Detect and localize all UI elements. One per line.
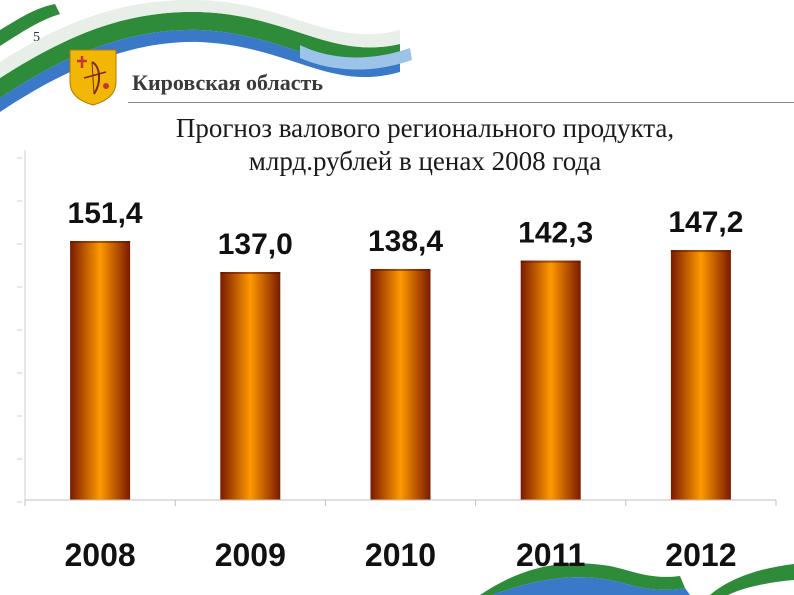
value-label-2012: 147,2 [668,206,743,239]
value-label-2011: 142,3 [518,217,593,250]
value-labels: 151,4 137,0 138,4 142,3 147,2 [68,197,744,261]
bar-top-edge [670,250,731,253]
bar-top-edge [370,268,431,271]
bar-top-edge [220,272,281,274]
header-divider [128,102,794,103]
x-tick-label-2011: 2011 [516,537,585,573]
flag-ribbon-icon [480,563,794,595]
bar-2011 [520,260,581,500]
y-axis [17,150,26,503]
x-tick-label-2008: 2008 [65,537,136,573]
slide-number: 5 [33,30,40,45]
bar-2008 [70,241,131,500]
bars [70,241,731,500]
title-line-1: Прогноз валового регионального продукта, [175,113,675,143]
bar-top-edge [520,260,581,263]
x-tick-label-2010: 2010 [365,537,436,573]
bar-2009 [220,272,281,500]
x-tick-label-2012: 2012 [665,537,736,573]
bar-top-edge [70,241,131,243]
value-label-2008: 151,4 [68,197,143,230]
title-line-2: млрд.рублей в ценах 2008 года [248,146,602,176]
value-label-2010: 138,4 [368,225,443,258]
bar-2010 [370,268,431,500]
chart-title: Прогноз валового регионального продукта,… [110,112,740,178]
x-axis: 2008 2009 2010 2011 2012 [24,499,777,573]
region-name: Кировская область [132,70,323,95]
bar-2012 [670,250,731,500]
x-tick-label-2009: 2009 [215,537,286,573]
value-label-2009: 137,0 [218,228,293,261]
kirov-coat-of-arms-icon [69,49,117,106]
